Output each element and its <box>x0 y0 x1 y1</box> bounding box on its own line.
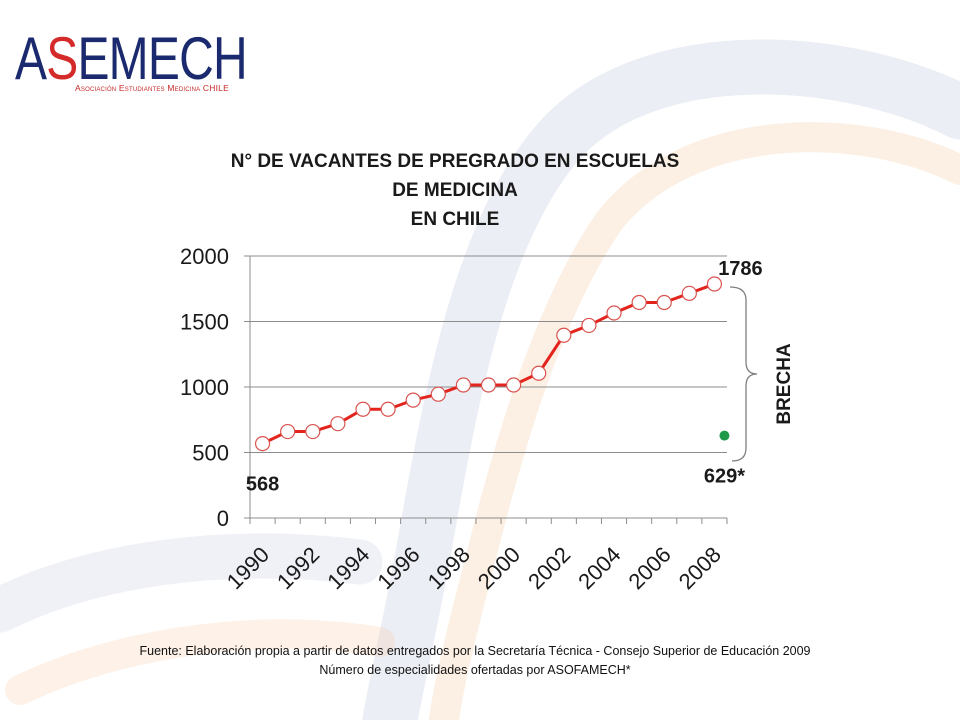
logo-letter: H <box>212 25 248 92</box>
data-point <box>254 435 271 452</box>
brecha-brace <box>729 286 758 462</box>
data-point <box>280 423 296 440</box>
logo-tagline: Asociación Estudiantes Medicina CHILE <box>75 83 229 93</box>
data-labels: 568 1786 629* <box>246 258 763 496</box>
footnote: Número de especialidades ofertadas por A… <box>319 663 631 677</box>
x-tick-label: 2008 <box>674 542 726 594</box>
y-axis-tick-labels: 0 500 1000 1500 2000 <box>180 244 229 531</box>
logo-letter: S <box>46 25 78 92</box>
y-tick-label: 2000 <box>180 244 229 269</box>
data-point <box>606 305 622 321</box>
data-point <box>656 294 672 311</box>
data-point <box>506 377 522 393</box>
x-tick-label: 1994 <box>322 542 374 594</box>
x-tick-label: 1990 <box>222 542 274 594</box>
footer: Fuente: Elaboración propia a partir de d… <box>0 642 950 680</box>
x-tick-label: 2006 <box>623 542 675 594</box>
x-tick-label: 2002 <box>523 542 575 594</box>
data-point <box>430 386 446 402</box>
data-point <box>455 377 471 393</box>
x-tick-label: 1992 <box>272 542 324 594</box>
chart-title-line: DE MEDICINA <box>392 180 518 201</box>
logo-letter: C <box>179 25 214 92</box>
axes <box>244 255 728 524</box>
data-point <box>330 416 346 432</box>
data-point <box>681 285 697 301</box>
series-line <box>261 282 715 445</box>
data-point <box>556 327 572 343</box>
data-point <box>405 392 421 408</box>
data-point <box>706 276 723 292</box>
data-label: 1786 <box>718 258 763 280</box>
logo-letter: E <box>77 25 109 92</box>
y-tick-label: 0 <box>217 506 229 531</box>
chart-title-line: N° DE VACANTES DE PREGRADO EN ESCUELAS <box>230 151 680 172</box>
data-point <box>355 401 371 417</box>
data-point <box>581 317 597 334</box>
brecha-label: BRECHA <box>774 343 795 425</box>
x-tick-label: 1998 <box>423 542 475 594</box>
logo-letter: A <box>15 25 47 92</box>
data-point <box>719 430 730 441</box>
x-tick-label: 1996 <box>372 542 424 594</box>
x-tick-label: 2000 <box>473 542 525 594</box>
gridlines <box>250 255 727 453</box>
logo-letter: E <box>147 25 180 92</box>
y-tick-label: 500 <box>192 441 229 466</box>
data-point <box>480 377 497 393</box>
data-point <box>380 401 396 417</box>
y-tick-label: 1000 <box>180 375 229 400</box>
data-point <box>531 365 547 381</box>
data-point <box>631 294 647 311</box>
chart-title-line: EN CHILE <box>410 209 500 230</box>
chart-title: N° DE VACANTES DE PREGRADO EN ESCUELAS D… <box>155 147 755 234</box>
logo-wordmark: ASEMECH <box>15 29 248 89</box>
data-label: 568 <box>246 474 279 496</box>
logo-letter: M <box>108 25 149 92</box>
data-label: 629* <box>704 466 745 488</box>
y-tick-label: 1500 <box>180 310 229 335</box>
source-note: Fuente: Elaboración propia a partir de d… <box>139 644 811 658</box>
series <box>254 276 730 452</box>
data-point <box>305 423 321 440</box>
x-tick-label: 2004 <box>573 542 625 594</box>
